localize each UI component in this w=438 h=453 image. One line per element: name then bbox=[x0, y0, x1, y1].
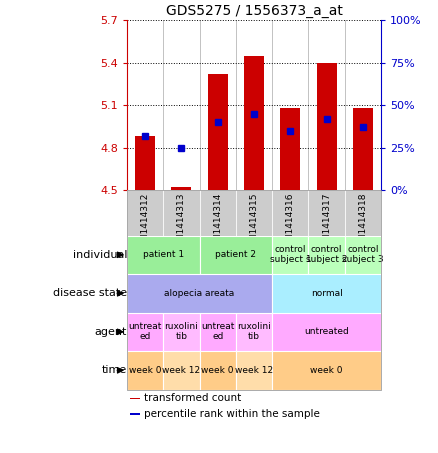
Bar bbox=[272, 274, 381, 313]
Text: transformed count: transformed count bbox=[144, 394, 241, 404]
Text: week 12: week 12 bbox=[162, 366, 201, 375]
Bar bbox=[163, 351, 200, 390]
Text: GSM1414313: GSM1414313 bbox=[177, 193, 186, 253]
Text: patient 2: patient 2 bbox=[215, 251, 256, 259]
Text: untreated: untreated bbox=[304, 328, 349, 336]
Bar bbox=[163, 190, 200, 236]
Bar bbox=[308, 236, 345, 274]
Bar bbox=[130, 398, 140, 400]
Bar bbox=[163, 313, 200, 351]
Text: GSM1414314: GSM1414314 bbox=[213, 193, 222, 253]
Bar bbox=[280, 108, 300, 190]
Bar bbox=[127, 313, 163, 351]
Bar bbox=[130, 414, 140, 415]
Bar bbox=[135, 136, 155, 190]
Bar bbox=[272, 236, 308, 274]
Bar bbox=[127, 190, 163, 236]
Bar bbox=[317, 63, 336, 190]
Text: control
subject 3: control subject 3 bbox=[342, 246, 384, 264]
Title: GDS5275 / 1556373_a_at: GDS5275 / 1556373_a_at bbox=[166, 4, 343, 18]
Text: ruxolini
tib: ruxolini tib bbox=[165, 323, 198, 341]
Bar bbox=[200, 313, 236, 351]
Text: agent: agent bbox=[95, 327, 127, 337]
Text: week 12: week 12 bbox=[235, 366, 273, 375]
Text: untreat
ed: untreat ed bbox=[128, 323, 162, 341]
Bar bbox=[200, 236, 272, 274]
Text: week 0: week 0 bbox=[201, 366, 234, 375]
Bar bbox=[127, 236, 200, 274]
Text: time: time bbox=[102, 365, 127, 376]
Bar bbox=[200, 190, 236, 236]
Text: GSM1414312: GSM1414312 bbox=[141, 193, 150, 253]
Text: control
subject 1: control subject 1 bbox=[269, 246, 311, 264]
Bar bbox=[200, 351, 236, 390]
Bar bbox=[345, 236, 381, 274]
Bar bbox=[236, 313, 272, 351]
Text: GSM1414316: GSM1414316 bbox=[286, 193, 295, 253]
Text: ruxolini
tib: ruxolini tib bbox=[237, 323, 271, 341]
Bar bbox=[172, 188, 191, 190]
Text: percentile rank within the sample: percentile rank within the sample bbox=[144, 410, 320, 419]
Text: GSM1414318: GSM1414318 bbox=[358, 193, 367, 253]
Bar bbox=[244, 56, 264, 190]
Text: alopecia areata: alopecia areata bbox=[165, 289, 235, 298]
Text: untreat
ed: untreat ed bbox=[201, 323, 234, 341]
Bar bbox=[272, 190, 308, 236]
Bar bbox=[127, 351, 163, 390]
Bar bbox=[308, 190, 345, 236]
Bar bbox=[236, 351, 272, 390]
Bar bbox=[236, 190, 272, 236]
Text: individual: individual bbox=[73, 250, 127, 260]
Bar bbox=[208, 74, 228, 190]
Text: control
subject 2: control subject 2 bbox=[306, 246, 347, 264]
Text: week 0: week 0 bbox=[129, 366, 162, 375]
Bar bbox=[272, 351, 381, 390]
Text: patient 1: patient 1 bbox=[143, 251, 184, 259]
Text: week 0: week 0 bbox=[311, 366, 343, 375]
Text: GSM1414315: GSM1414315 bbox=[250, 193, 258, 253]
Bar bbox=[272, 313, 381, 351]
Bar bbox=[127, 274, 272, 313]
Bar bbox=[345, 190, 381, 236]
Bar bbox=[353, 108, 373, 190]
Text: normal: normal bbox=[311, 289, 343, 298]
Text: disease state: disease state bbox=[53, 288, 127, 299]
Text: GSM1414317: GSM1414317 bbox=[322, 193, 331, 253]
